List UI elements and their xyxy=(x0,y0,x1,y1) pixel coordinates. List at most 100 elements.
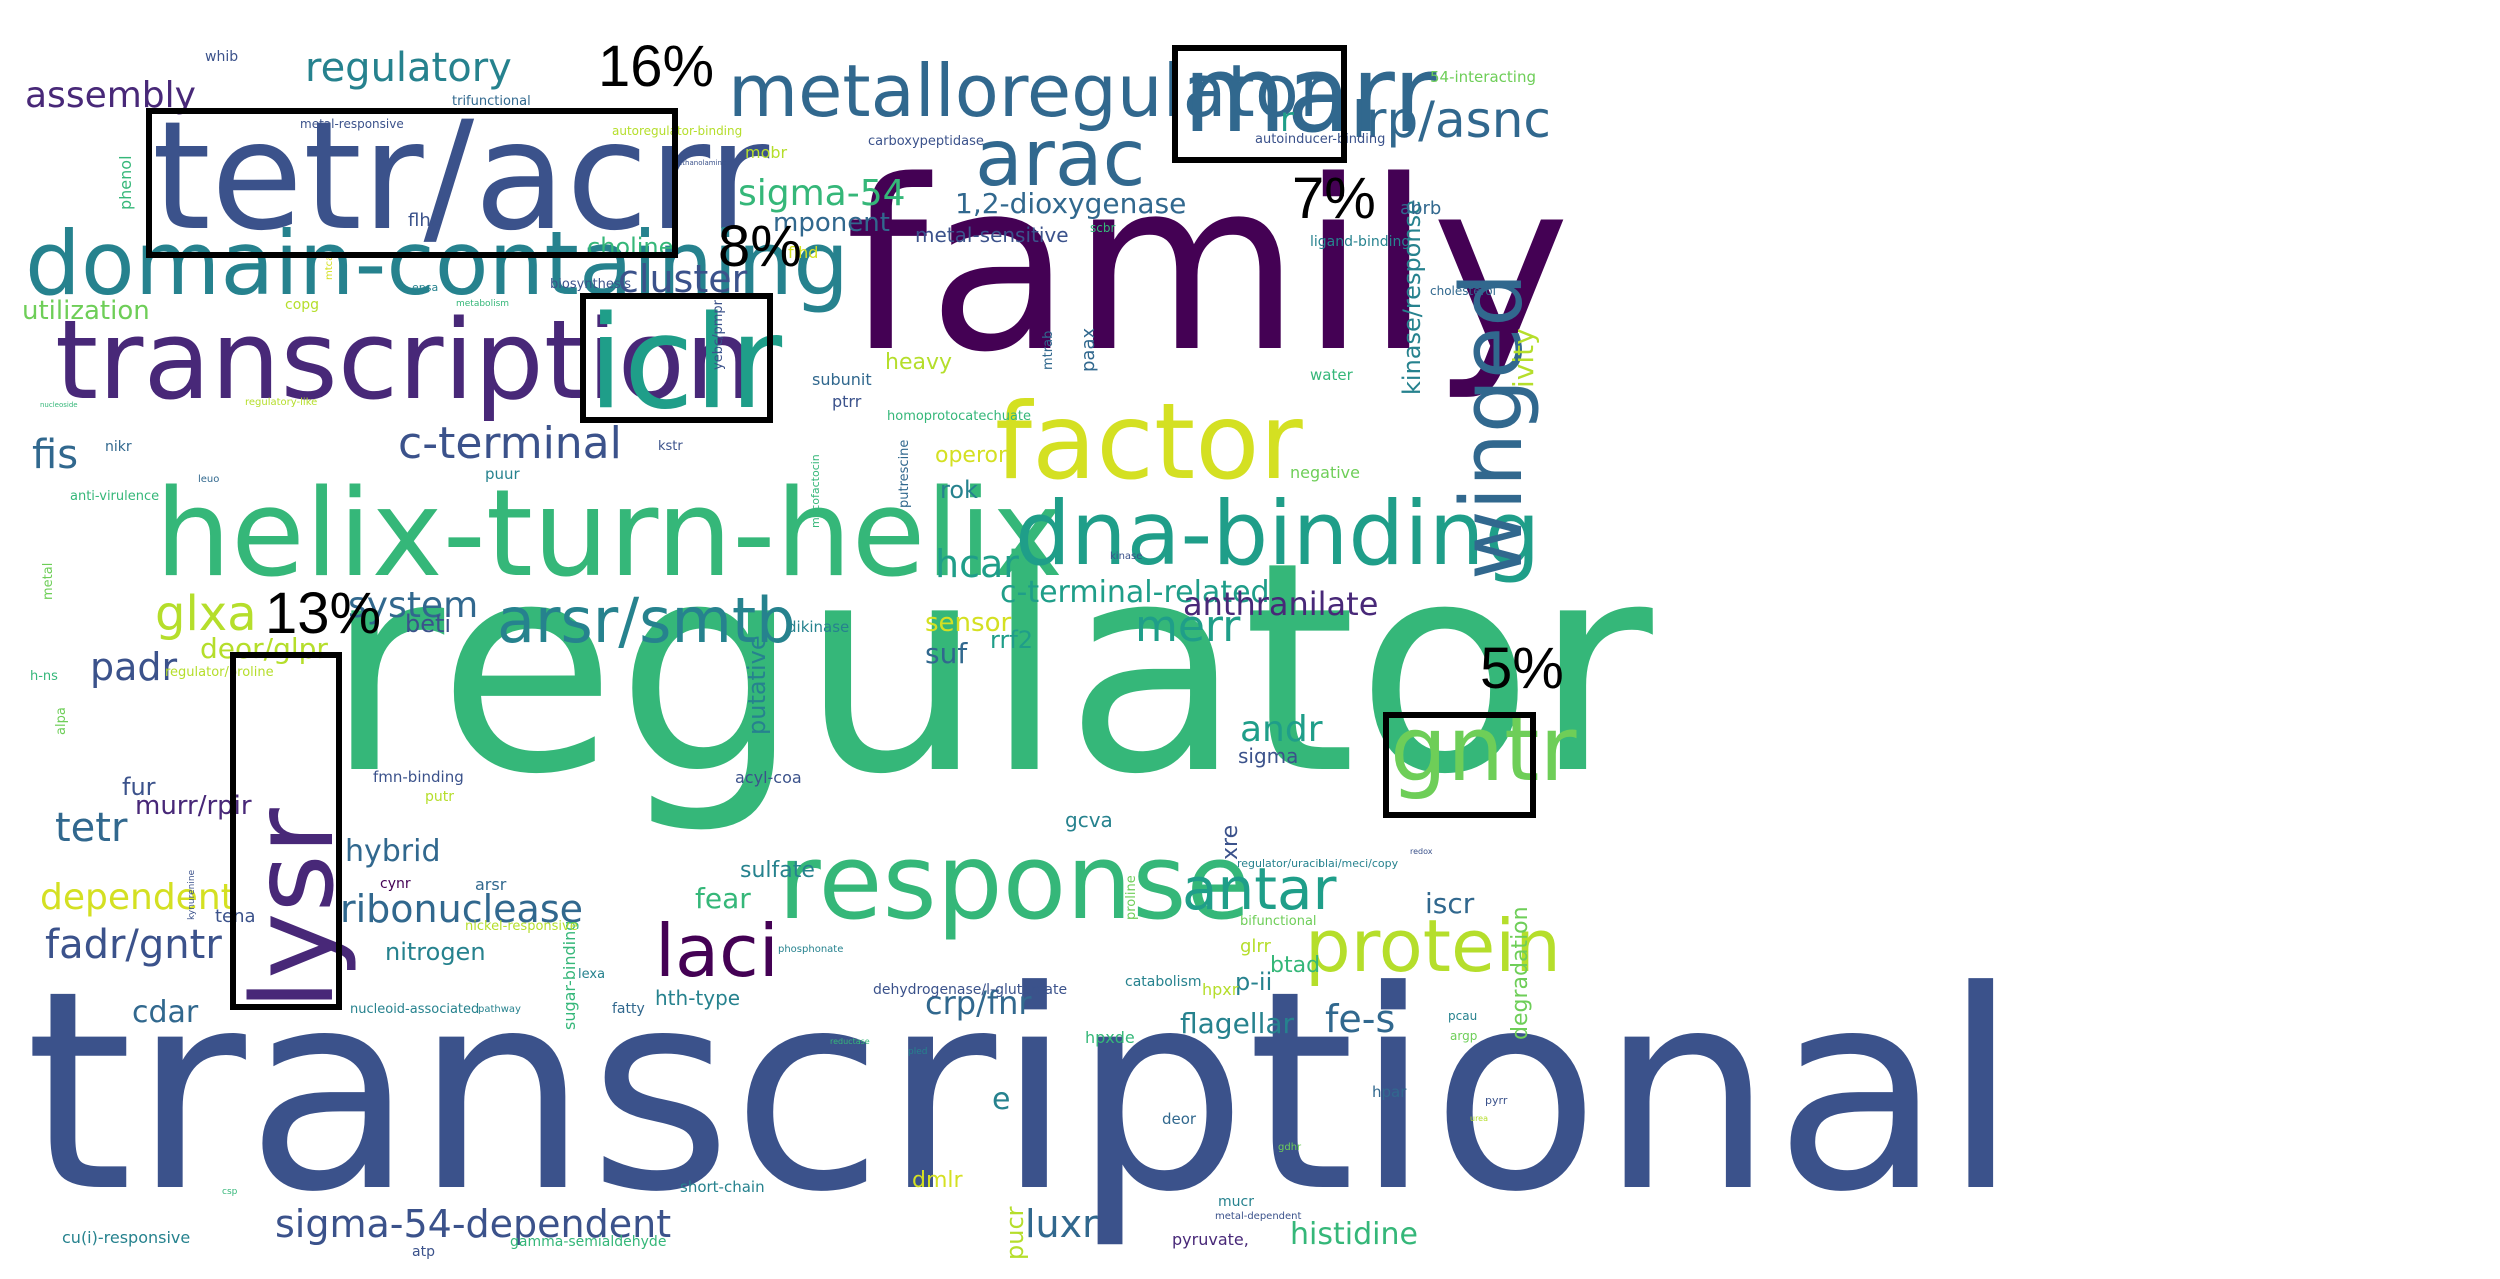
word-nikr: nikr xyxy=(105,439,132,455)
highlight-box-iclr xyxy=(580,293,773,423)
word-puur: puur xyxy=(485,465,520,483)
word-flhc: flhc xyxy=(408,210,441,231)
word-metalloregulator: metalloregulator xyxy=(728,49,1329,133)
word-nucleoid-associated: nucleoid-associated xyxy=(350,1002,480,1017)
word-leuo: leuo xyxy=(198,474,220,485)
word-lexa: lexa xyxy=(578,967,606,982)
word-carboxypeptidase: carboxypeptidase xyxy=(868,134,984,149)
word-mponent: mponent xyxy=(773,208,890,238)
word-helix-turn-helix: helix-turn-helix xyxy=(155,465,1064,604)
word-family: family xyxy=(845,131,1571,404)
word-gdhr: gdhr xyxy=(1278,1142,1302,1153)
word-short-chain: short-chain xyxy=(680,1178,765,1196)
word-reductase: reductase xyxy=(830,1037,870,1046)
highlight-box-lysr xyxy=(230,652,342,1010)
word-regulatory: regulatory xyxy=(305,45,512,91)
word-bifunctional: bifunctional xyxy=(1240,914,1317,929)
word-flhd: flhd xyxy=(788,243,819,262)
word-pled: pled xyxy=(908,1047,928,1057)
word-arsr: arsr xyxy=(475,875,507,894)
word-heavy: heavy xyxy=(885,350,952,375)
word-fmn-binding: fmn-binding xyxy=(373,768,464,786)
word-fe-s: fe-s xyxy=(1325,997,1396,1041)
word-c-terminal-related: c-terminal-related xyxy=(1000,575,1270,610)
word-sigma: sigma xyxy=(1238,744,1299,768)
word-abrb: abrb xyxy=(1400,198,1442,219)
word-hcar: hcar xyxy=(935,542,1019,586)
word-ribonuclease: ribonuclease xyxy=(340,887,584,931)
word-regulator: regulator xyxy=(325,501,1653,838)
word-cholesterol: cholesterol xyxy=(1430,284,1496,298)
word-csp: csp xyxy=(222,1187,238,1197)
word-lrp-asnc: lrp/asnc xyxy=(1352,91,1551,149)
word-nickel-responsive: nickel-responsive xyxy=(465,919,578,934)
word-luxr: luxr xyxy=(1025,1202,1098,1246)
word-operon: operon xyxy=(935,443,1012,468)
word-degradation: degradation xyxy=(1508,906,1533,1040)
word-epsa: epsa xyxy=(412,281,439,294)
word-pyrr: pyrr xyxy=(1485,1094,1508,1107)
word-iclr: iclr xyxy=(588,289,783,438)
word-dna-binding: dna-binding xyxy=(1015,482,1541,585)
word-merr: merr xyxy=(1135,601,1241,652)
word-metabolism: metabolism xyxy=(456,299,510,309)
word-sulfate: sulfate xyxy=(740,858,815,883)
word-ligand-binding: ligand-binding xyxy=(1310,234,1411,250)
word-pyruvate: pyruvate, xyxy=(1172,1230,1249,1249)
word-paax: paax xyxy=(1078,327,1099,372)
word-gntr: gntr xyxy=(1390,697,1577,802)
percent-label-marr: 7% xyxy=(1292,166,1376,231)
word-dehydrogenase: dehydrogenase/l-glutamate xyxy=(873,982,1068,998)
word-dikinase: dikinase xyxy=(787,618,850,636)
word-metal-responsive: metal-responsive xyxy=(300,117,404,131)
word-gcva: gcva xyxy=(1065,808,1113,832)
word-rrf2: rrf2 xyxy=(990,626,1034,654)
word-andr: andr xyxy=(1240,709,1323,750)
word-hpxr: hpxr xyxy=(1202,980,1239,999)
word-system: system xyxy=(348,585,479,626)
word-sensor: sensor xyxy=(925,608,1012,638)
word-54-interacting: 54-interacting xyxy=(1430,68,1536,86)
word-pathway: pathway xyxy=(478,1004,521,1015)
word-redox: redox xyxy=(1410,847,1433,856)
word-acyl-coa: acyl-coa xyxy=(735,768,802,787)
word-kynurenine: kynurenine xyxy=(187,869,197,920)
word-anthranilate: anthranilate xyxy=(1183,585,1379,623)
word-fur: fur xyxy=(122,773,156,801)
word-mucr: mucr xyxy=(1218,1194,1254,1210)
word-arsr-smtb: arsr/smtb xyxy=(497,584,796,657)
word-suf: suf xyxy=(925,637,968,670)
percent-label-tetr-acrr: 16% xyxy=(598,34,715,99)
word-xre: xre xyxy=(1218,824,1243,860)
word-kinase-response: kinase/response xyxy=(1398,200,1426,395)
word-ethanolamine: ethanolamine xyxy=(678,159,727,167)
percent-label-gntr: 5% xyxy=(1480,636,1564,701)
word-metal-dependent: metal-dependent xyxy=(1215,1211,1302,1222)
word-sigma-54: sigma-54 xyxy=(738,173,906,214)
word-histidine: histidine xyxy=(1290,1217,1418,1252)
word-transcription: transcription xyxy=(55,296,755,424)
word-h-ns: h-ns xyxy=(30,669,58,684)
word-gamma-semialdehyde: gamma-semialdehyde xyxy=(510,1234,667,1250)
word-crp-fnr: crp/fnr xyxy=(925,984,1032,1022)
word-protein: protein xyxy=(1305,904,1561,988)
word-regulator-proline: regulator/proline xyxy=(165,665,274,680)
word-domain-containing: domain-containing xyxy=(25,212,850,315)
word-winged: winged xyxy=(1443,272,1542,580)
word-fadr-gntr: fadr/gntr xyxy=(45,922,222,968)
word-subunit: subunit xyxy=(812,370,872,389)
word-arac: arac xyxy=(975,114,1146,204)
word-biosynthesis: biosynthesis xyxy=(550,277,632,292)
word-iscr: iscr xyxy=(1425,887,1475,920)
word-anti-virulence: anti-virulence xyxy=(70,489,160,504)
word-ivity: ivity xyxy=(1507,328,1540,388)
word-whib: whib xyxy=(205,49,239,65)
word-p-ii: p-ii xyxy=(1235,968,1273,996)
word-mtca: mtca xyxy=(324,254,335,280)
word-putrescine: putrescine xyxy=(897,439,912,508)
word-metal: metal xyxy=(41,562,56,600)
word-phosphonate: phosphonate xyxy=(778,944,844,955)
word-padr: padr xyxy=(90,645,178,689)
word-hth-type: hth-type xyxy=(655,986,741,1010)
word-response: response xyxy=(778,821,1251,943)
